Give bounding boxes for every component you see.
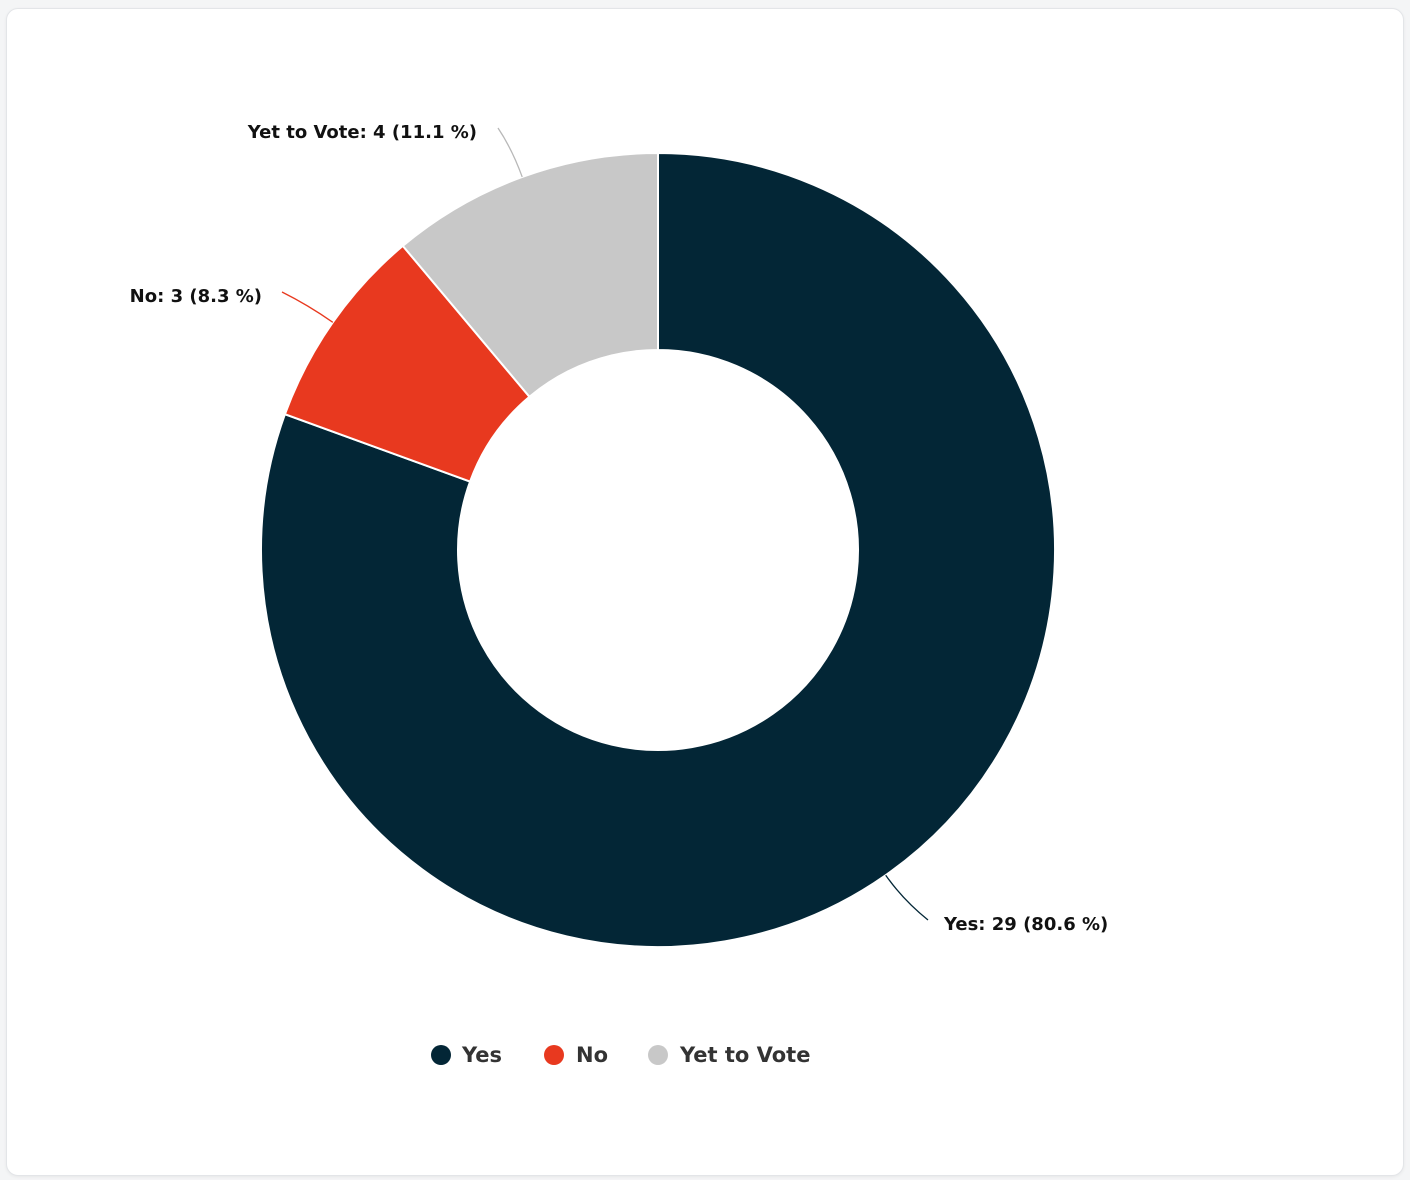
legend-label-yes: Yes xyxy=(461,1043,502,1067)
data-label-yet-to-vote: Yet to Vote: 4 (11.1 %) xyxy=(247,122,477,143)
legend-label-no: No xyxy=(576,1043,608,1067)
slices-group xyxy=(260,151,1056,948)
legend-item-yes[interactable]: Yes xyxy=(431,1043,502,1067)
leader-line-yes xyxy=(885,874,929,921)
legend-item-no[interactable]: No xyxy=(544,1043,608,1067)
legend: Yes No Yet to Vote xyxy=(431,1043,810,1067)
legend-item-yet-to-vote[interactable]: Yet to Vote xyxy=(648,1043,810,1067)
legend-marker-no xyxy=(544,1045,564,1065)
leader-line-no xyxy=(281,291,334,323)
data-labels-group: Yes: 29 (80.6 %) No: 3 (8.3 %) Yet to Vo… xyxy=(130,122,1109,935)
leader-line-yet-to-vote xyxy=(497,127,523,178)
legend-label-yet-to-vote: Yet to Vote xyxy=(679,1043,810,1067)
data-label-yes: Yes: 29 (80.6 %) xyxy=(943,914,1108,935)
legend-marker-yes xyxy=(431,1045,451,1065)
slice-yet-to-vote[interactable] xyxy=(401,151,659,399)
leader-lines-group xyxy=(281,127,929,921)
data-label-no: No: 3 (8.3 %) xyxy=(130,286,262,307)
slice-yes[interactable] xyxy=(260,151,1056,948)
legend-marker-yet-to-vote xyxy=(648,1045,668,1065)
